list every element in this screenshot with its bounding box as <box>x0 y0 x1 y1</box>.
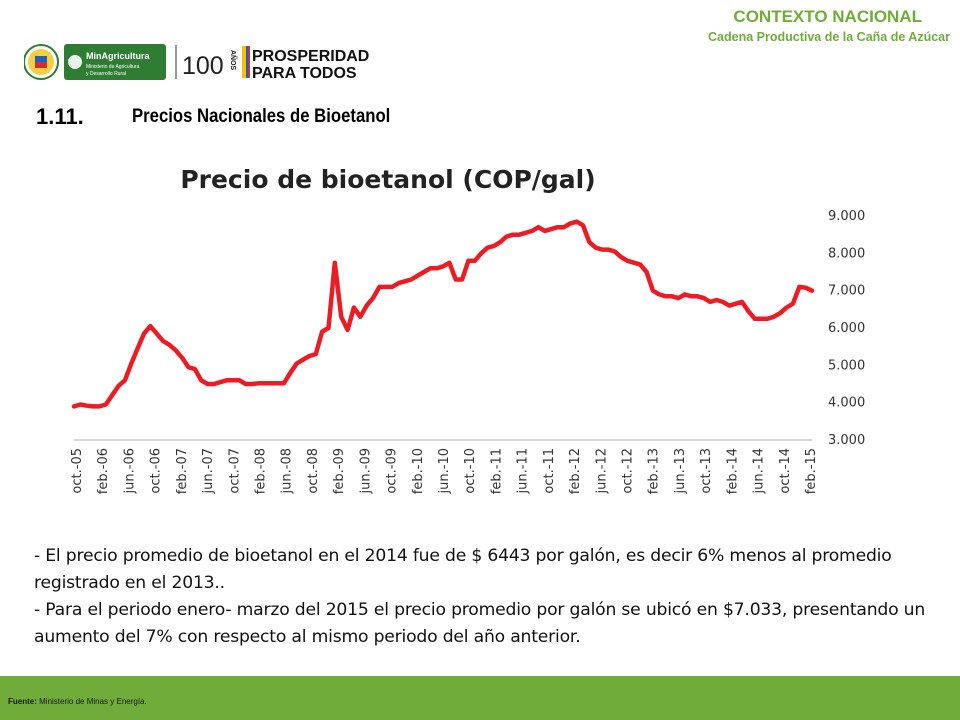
y-tick-label: 8.000 <box>828 246 865 261</box>
x-tick-label: jun.-11 <box>516 448 531 494</box>
x-tick-label: oct.-06 <box>149 448 164 494</box>
x-tick-label: feb.-06 <box>96 448 111 494</box>
x-tick-label: feb.-09 <box>332 448 347 494</box>
x-tick-label: feb.-08 <box>254 448 269 494</box>
paragraph-2015: - Para el periodo enero- marzo del 2015 … <box>34 600 926 647</box>
minagricultura-logo-box <box>64 44 166 80</box>
y-axis: 3.000 4.000 5.000 6.000 7.000 8.000 9.000 <box>828 209 865 448</box>
x-tick-label: feb.-12 <box>568 448 583 494</box>
y-tick-label: 4.000 <box>828 396 865 411</box>
x-tick-label: jun.-08 <box>280 448 295 494</box>
minagricultura-line2: y Desarrollo Rural <box>86 71 126 77</box>
flag-yellow-stripe <box>242 46 246 78</box>
y-tick-label: 6.000 <box>828 321 865 336</box>
footer-label: Fuente: <box>8 697 37 706</box>
x-tick-label: jun.-13 <box>673 448 688 494</box>
x-tick-label: jun.-06 <box>122 448 137 494</box>
x-tick-label: jun.-14 <box>752 448 767 494</box>
x-tick-label: jun.-07 <box>201 448 216 494</box>
section-title: Precios Nacionales de Bioetanol <box>132 106 391 127</box>
minagricultura-name: MinAgricultura <box>86 51 150 61</box>
footer-bar <box>0 676 960 720</box>
x-tick-label: jun.-09 <box>358 448 373 494</box>
x-tick-label: feb.-14 <box>725 448 740 494</box>
logo-para-todos: PARA TODOS <box>252 65 357 82</box>
x-tick-label: feb.-15 <box>804 448 819 494</box>
y-tick-label: 3.000 <box>828 433 865 448</box>
y-tick-label: 5.000 <box>828 358 865 373</box>
minagricultura-line1: Ministerio de Agricultura <box>86 64 140 70</box>
x-tick-label: jun.-12 <box>594 448 609 494</box>
x-tick-label: feb.-10 <box>411 448 426 494</box>
logo-anos: AÑOS <box>229 50 238 71</box>
context-subtitle: Cadena Productiva de la Caña de Azúcar <box>708 30 950 44</box>
x-tick-label: oct.-07 <box>227 448 242 494</box>
minagricultura-emblem-icon <box>68 55 82 69</box>
footer-source: Fuente: Ministerio de Minas y Energía. <box>8 697 147 706</box>
section-number: 1.11. <box>36 104 84 129</box>
x-axis: oct.-05 feb.-06 jun.-06 oct.-06 feb.-07 jun.-… <box>70 448 819 494</box>
price-line <box>71 219 815 409</box>
logo-prosperidad: PROSPERIDAD <box>252 48 369 65</box>
x-tick-label: oct.-08 <box>306 448 321 494</box>
y-tick-label: 7.000 <box>828 284 865 299</box>
context-title: CONTEXTO NACIONAL <box>733 7 922 26</box>
chart-title: Precio de bioetanol (COP/gal) <box>180 165 595 194</box>
x-tick-label: jun.-10 <box>437 448 452 494</box>
x-tick-label: feb.-07 <box>175 448 190 494</box>
header-logos: MinAgricultura Ministerio de Agricultura… <box>24 44 369 82</box>
colombia-seal-icon <box>24 44 59 80</box>
x-tick-label: oct.-09 <box>385 448 400 494</box>
x-tick-label: oct.-12 <box>621 448 636 494</box>
x-tick-label: feb.-11 <box>489 448 504 494</box>
y-tick-label: 9.000 <box>828 209 865 224</box>
x-tick-label: oct.-13 <box>699 448 714 494</box>
x-tick-label: oct.-11 <box>542 448 557 494</box>
paragraph-2014: - El precio promedio de bioetanol en el … <box>34 546 892 593</box>
x-tick-label: oct.-05 <box>70 448 85 494</box>
x-tick-label: oct.-10 <box>463 448 478 494</box>
flag-blue-stripe <box>246 46 248 78</box>
footer-source-text: Ministerio de Minas y Energía. <box>39 697 147 706</box>
x-tick-label: oct.-14 <box>778 448 793 494</box>
logo-100: 100 <box>182 52 224 80</box>
x-tick-label: feb.-13 <box>647 448 662 494</box>
bioetanol-price-chart: Precio de bioetanol (COP/gal) 3.000 4.000… <box>70 165 865 494</box>
flag-red-stripe <box>248 46 250 78</box>
